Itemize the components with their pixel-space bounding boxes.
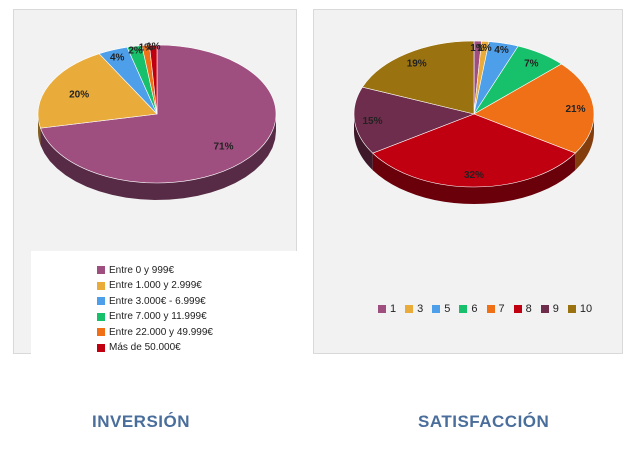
satisfaccion-legend-label-2: 5 [444,303,451,315]
satisfaccion-slice-side-5 [372,153,576,204]
satisfaccion-data-label-0: 1% [470,43,485,54]
inversion-caption: INVERSIÓN [92,412,191,431]
inversion-data-label-3: 2% [128,46,143,57]
satisfaccion-legend-item-6: 9 [540,303,559,315]
satisfaccion-data-label-1: 1% [477,43,492,54]
satisfaccion-pie-chart: 1%1% 4%7%21%32%15%19% [353,40,595,204]
satisfaccion-slice-6 [353,86,476,154]
satisfaccion-chart-panel: 1% 1% 4% 7% 21% 32% 15% 19% 1 3 5 6 7 8 9 10 [313,9,623,354]
inversion-legend-item-0: Entre 0 y 999€ [97,263,174,277]
satisfaccion-legend-item-5: 8 [513,303,532,315]
inversion-legend-label-0: Entre 0 y 999€ [109,264,175,276]
satisfaccion-legend-label-4: 7 [498,303,505,315]
inversion-legend-label-5: Más de 50.000€ [109,342,181,353]
satisfaccion-legend-item-7: 10 [567,303,593,315]
satisfaccion-slice-4 [473,63,595,154]
inversion-legend-item-4: Entre 22.000 y 49.999€ [97,325,213,339]
inversion-legend-item-5: Más de 50.000€ [97,341,181,355]
satisfaccion-data-label-4: 21% [565,104,585,115]
satisfaccion-legend-swatch-6 [540,305,549,313]
satisfaccion-data-label-2: 4% [494,45,509,56]
inversion-legend-item-3: Entre 7.000 y 11.999€ [97,310,207,324]
satisfaccion-legend-label-6: 9 [552,303,559,315]
inversion-legend-swatch-0 [97,266,105,274]
satisfaccion-legend-swatch-1 [405,305,414,313]
inversion-legend-item-2: Entre 3.000€ - 6.999€ [97,294,206,308]
satisfaccion-slice-side-6 [354,114,373,171]
inversion-legend: Entre 0 y 999€ Entre 1.000 y 2.999€ Entre … [31,251,297,357]
satisfaccion-legend-label-7: 10 [579,303,593,315]
inversion-legend-swatch-2 [97,297,105,305]
satisfaccion-legend-label-1: 3 [417,303,424,315]
satisfaccion-slice-5 [372,113,576,188]
inversion-legend-label-3: Entre 7.000 y 11.999€ [109,311,207,322]
satisfaccion-legend-item-0: 1 [378,303,396,315]
satisfaccion-legend-swatch-5 [513,305,522,313]
satisfaccion-legend-swatch-4 [486,305,495,313]
inversion-legend-label-2: Entre 3.000€ - 6.999€ [109,295,206,307]
inversion-legend-swatch-4 [97,328,105,336]
inversion-slice-1 [37,53,158,129]
satisfaccion-slice-side-4 [575,114,594,171]
satisfaccion-legend-swatch-0 [378,305,386,313]
satisfaccion-data-label-5: 32% [464,170,484,181]
satisfaccion-slice-7 [361,40,475,115]
satisfaccion-legend: 1 3 5 6 7 8 9 10 [378,303,601,315]
inversion-legend-swatch-5 [97,343,105,352]
satisfaccion-data-label-6: 15% [362,116,382,127]
satisfaccion-caption: SATISFACCIÓN [418,412,550,431]
satisfaccion-legend-item-1: 3 [405,303,423,315]
inversion-slice-side-0 [40,114,276,200]
inversion-pie-chart: 71% 20% 4%2%1%1% [37,42,277,200]
inversion-legend-label-1: Entre 1.000 y 2.999€ [109,280,202,291]
satisfaccion-legend-label-5: 8 [525,303,532,315]
inversion-data-label-1: 20% [69,89,89,100]
inversion-data-label-5: 1% [146,42,161,53]
inversion-data-label-2: 4% [110,52,125,63]
satisfaccion-data-label-7: 19% [407,59,427,70]
satisfaccion-data-label-3: 7% [524,59,539,70]
satisfaccion-legend-item-2: 5 [432,303,450,315]
satisfaccion-legend-swatch-3 [459,305,468,313]
inversion-slice-5 [149,44,158,115]
satisfaccion-legend-item-3: 6 [459,303,478,315]
inversion-legend-swatch-1 [97,281,105,290]
satisfaccion-legend-label-0: 1 [390,303,397,315]
satisfaccion-legend-swatch-7 [567,305,576,313]
satisfaccion-legend-item-4: 7 [486,303,505,315]
inversion-chart-panel: 71% 20% 4% 2% 1% 1% Entre 0 y 999€ Entre 1.000… [13,9,297,357]
satisfaccion-legend-label-3: 6 [471,303,478,315]
inversion-data-label-0: 71% [213,141,233,152]
inversion-slice-0 [40,44,277,184]
inversion-data-label-4: 1% [139,43,154,54]
inversion-legend-swatch-3 [97,312,105,321]
inversion-legend-item-1: Entre 1.000 y 2.999€ [97,279,202,293]
inversion-legend-label-4: Entre 22.000 y 49.999€ [109,326,213,338]
satisfaccion-legend-swatch-2 [432,305,441,313]
